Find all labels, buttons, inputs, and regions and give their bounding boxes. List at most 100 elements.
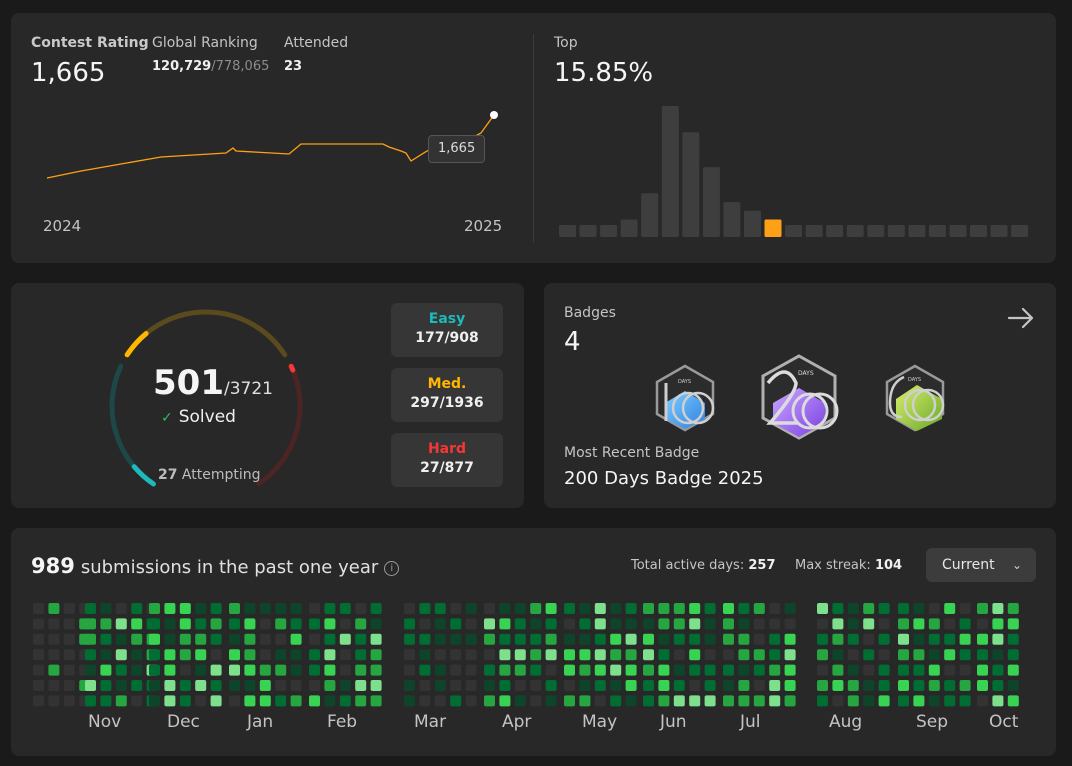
heatmap-cell bbox=[131, 633, 143, 645]
heatmap-cell bbox=[434, 603, 446, 614]
heatmap-cell bbox=[689, 695, 701, 707]
heatmap-cell bbox=[179, 695, 191, 707]
heatmap-cell bbox=[131, 649, 143, 661]
heatmap-cell bbox=[817, 680, 828, 691]
heatmap-cell bbox=[594, 618, 606, 630]
month-label: Dec bbox=[167, 712, 200, 732]
ring-fill-easy bbox=[131, 464, 156, 487]
heatmap-cell bbox=[579, 664, 591, 676]
rating-distribution-histogram[interactable] bbox=[11, 13, 1056, 263]
arrow-right-icon[interactable] bbox=[1006, 303, 1036, 333]
heatmap-cell bbox=[164, 664, 176, 676]
heatmap-cell bbox=[131, 664, 143, 676]
heatmap-cell bbox=[898, 618, 909, 630]
heatmap-cell bbox=[465, 664, 477, 676]
solved-progress-ring[interactable] bbox=[11, 283, 311, 508]
heatmap-cell bbox=[832, 603, 844, 614]
heatmap-cell bbox=[784, 664, 796, 676]
top-percent-value: 15.85% bbox=[554, 58, 654, 88]
heatmap-cell bbox=[928, 664, 940, 676]
heatmap-cell bbox=[784, 680, 796, 691]
info-icon[interactable]: i bbox=[384, 561, 400, 576]
heatmap-cell bbox=[419, 649, 431, 661]
histogram-bar bbox=[600, 225, 618, 237]
heatmap-cell bbox=[275, 664, 287, 676]
histogram-bar bbox=[1011, 225, 1029, 237]
heatmap-cell bbox=[579, 633, 591, 645]
histogram-bar bbox=[785, 225, 802, 237]
heatmap-cell bbox=[63, 618, 75, 630]
heatmap-cell bbox=[450, 680, 462, 691]
heatmap-cell bbox=[115, 695, 127, 707]
heatmap-cell bbox=[928, 618, 940, 630]
heatmap-cell bbox=[484, 618, 495, 630]
heatmap-cell bbox=[164, 603, 176, 614]
heatmap-cell bbox=[977, 633, 988, 645]
submissions-card: 989 submissions in the past one year i Tot… bbox=[11, 528, 1056, 756]
heatmap-cell bbox=[210, 603, 222, 614]
badge-200-days[interactable]: DAYS bbox=[758, 353, 840, 441]
heatmap-cell bbox=[100, 680, 112, 691]
submissions-heading: 989 submissions in the past one year i bbox=[31, 554, 400, 578]
heatmap-cell bbox=[847, 633, 859, 645]
heatmap-cell bbox=[499, 695, 511, 707]
heatmap-cell bbox=[625, 618, 637, 630]
heatmap-cell bbox=[1007, 680, 1019, 691]
heatmap-cell bbox=[290, 664, 302, 676]
histogram-bar bbox=[620, 219, 638, 237]
difficulty-medium[interactable]: Med. 297/1936 bbox=[391, 368, 503, 422]
heatmap-cell bbox=[847, 618, 859, 630]
histogram-bar bbox=[990, 225, 1008, 237]
heatmap-cell bbox=[625, 603, 637, 614]
heatmap-cell bbox=[992, 603, 1004, 614]
heatmap-cell bbox=[275, 695, 287, 707]
heatmap-cell bbox=[817, 664, 828, 676]
heatmap-cell bbox=[514, 695, 526, 707]
heatmap-cell bbox=[658, 695, 670, 707]
heatmap-cell bbox=[33, 603, 44, 614]
badge-50-days[interactable]: DAYS bbox=[882, 363, 948, 433]
heatmap-cell bbox=[131, 680, 143, 691]
heatmap-cell bbox=[179, 680, 191, 691]
heatmap-cell bbox=[625, 680, 637, 691]
heatmap-cell bbox=[643, 695, 654, 707]
histogram-bar bbox=[559, 225, 576, 237]
heatmap-cell bbox=[863, 695, 875, 707]
svg-text:DAYS: DAYS bbox=[678, 379, 691, 385]
heatmap-cell bbox=[944, 633, 956, 645]
month-label: Nov bbox=[88, 712, 122, 732]
month-label: Oct bbox=[989, 712, 1019, 732]
heatmap-cell bbox=[115, 680, 127, 691]
badges-title: Badges bbox=[564, 305, 616, 321]
difficulty-easy[interactable]: Easy 177/908 bbox=[391, 303, 503, 357]
heatmap-cell bbox=[179, 618, 191, 630]
badge-100-days[interactable]: DAYS bbox=[652, 363, 718, 433]
heatmap-cell bbox=[164, 618, 176, 630]
heatmap-cell bbox=[404, 664, 415, 676]
difficulty-hard[interactable]: Hard 27/877 bbox=[391, 433, 503, 487]
histogram-bar bbox=[661, 106, 679, 237]
chevron-down-icon: ⌄ bbox=[1011, 558, 1022, 572]
period-dropdown[interactable]: Current ⌄ bbox=[926, 548, 1036, 582]
submission-heatmap[interactable] bbox=[11, 528, 1056, 756]
heatmap-cell bbox=[959, 618, 971, 630]
month-label: May bbox=[582, 712, 618, 732]
heatmap-cell bbox=[723, 649, 734, 661]
heatmap-cell bbox=[898, 649, 909, 661]
heatmap-cell bbox=[625, 633, 637, 645]
heatmap-cell bbox=[878, 618, 890, 630]
heatmap-cell bbox=[450, 695, 462, 707]
heatmap-cell bbox=[195, 664, 207, 676]
heatmap-cell bbox=[738, 649, 750, 661]
heatmap-cell bbox=[784, 603, 796, 614]
histogram-bar bbox=[826, 225, 844, 237]
heatmap-cell bbox=[863, 664, 875, 676]
heatmap-cell bbox=[832, 649, 844, 661]
heatmap-cell bbox=[404, 649, 415, 661]
heatmap-cell bbox=[195, 603, 207, 614]
heatmap-cell bbox=[564, 603, 575, 614]
heatmap-cell bbox=[419, 680, 431, 691]
heatmap-cell bbox=[704, 603, 716, 614]
heatmap-cell bbox=[48, 664, 60, 676]
heatmap-cell bbox=[324, 618, 336, 630]
